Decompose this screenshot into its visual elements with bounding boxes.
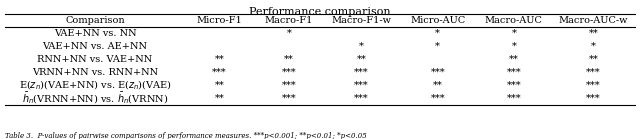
Text: *: * — [511, 42, 516, 51]
Text: **: ** — [284, 55, 294, 64]
Text: Macro-AUC: Macro-AUC — [485, 16, 543, 25]
Text: **: ** — [356, 55, 367, 64]
Text: Macro-AUC-w: Macro-AUC-w — [559, 16, 628, 25]
Text: **: ** — [589, 29, 598, 38]
Text: *: * — [359, 42, 364, 51]
Text: ***: *** — [282, 94, 296, 103]
Text: Comparison: Comparison — [65, 16, 125, 25]
Text: ***: *** — [586, 81, 601, 90]
Text: **: ** — [215, 55, 225, 64]
Text: Macro-F1: Macro-F1 — [265, 16, 313, 25]
Text: VAE+NN vs. AE+NN: VAE+NN vs. AE+NN — [42, 42, 147, 51]
Text: *: * — [435, 29, 440, 38]
Text: $\bar{h}_n$(VRNN+NN) vs. $\bar{h}_n$(VRNN): $\bar{h}_n$(VRNN+NN) vs. $\bar{h}_n$(VRN… — [22, 91, 168, 106]
Text: *: * — [435, 42, 440, 51]
Text: Performance comparison: Performance comparison — [249, 7, 391, 17]
Text: RNN+NN vs. VAE+NN: RNN+NN vs. VAE+NN — [37, 55, 152, 64]
Text: ***: *** — [430, 94, 445, 103]
Text: ***: *** — [506, 94, 521, 103]
Text: VAE+NN vs. NN: VAE+NN vs. NN — [54, 29, 136, 38]
Text: *: * — [511, 29, 516, 38]
Text: ***: *** — [354, 68, 369, 77]
Text: ***: *** — [282, 68, 296, 77]
Text: **: ** — [215, 81, 225, 90]
Text: Macro-F1-w: Macro-F1-w — [332, 16, 392, 25]
Text: **: ** — [215, 94, 225, 103]
Text: ***: *** — [354, 94, 369, 103]
Text: **: ** — [433, 81, 443, 90]
Text: **: ** — [509, 55, 519, 64]
Text: ***: *** — [354, 81, 369, 90]
Text: ***: *** — [430, 68, 445, 77]
Text: *: * — [287, 29, 291, 38]
Text: ***: *** — [212, 68, 227, 77]
Text: Micro-AUC: Micro-AUC — [410, 16, 465, 25]
Text: ***: *** — [506, 68, 521, 77]
Text: Table 3.  P-values of pairwise comparisons of performance measures. ***p<0.001; : Table 3. P-values of pairwise comparison… — [5, 132, 367, 139]
Text: Micro-F1: Micro-F1 — [196, 16, 243, 25]
Text: ***: *** — [586, 94, 601, 103]
Text: VRNN+NN vs. RNN+NN: VRNN+NN vs. RNN+NN — [32, 68, 158, 77]
Text: E($z_n$)(VAE+NN) vs. E($z_n$)(VAE): E($z_n$)(VAE+NN) vs. E($z_n$)(VAE) — [19, 79, 172, 92]
Text: ***: *** — [586, 68, 601, 77]
Text: **: ** — [589, 55, 598, 64]
Text: ***: *** — [506, 81, 521, 90]
Text: *: * — [591, 42, 596, 51]
Text: ***: *** — [282, 81, 296, 90]
